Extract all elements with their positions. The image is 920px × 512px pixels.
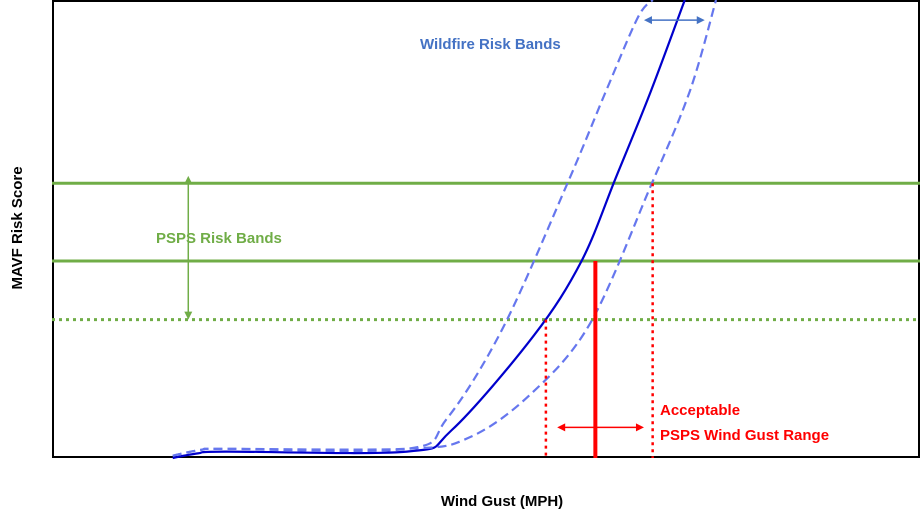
- plot-area: [52, 0, 920, 458]
- gust-range-arrow-head-left: [557, 423, 566, 432]
- acceptable-label: Acceptable: [660, 402, 740, 419]
- psps-risk-bands-label: PSPS Risk Bands: [156, 230, 282, 247]
- risk-curve-central: [172, 0, 686, 460]
- wildfire-band-arrow-head-left: [643, 16, 652, 25]
- chart-marks: [52, 0, 920, 460]
- psps-wind-gust-range-label: PSPS Wind Gust Range: [660, 427, 829, 444]
- y-axis-label: MAVF Risk Score: [9, 166, 26, 289]
- wildfire-band-arrow: [643, 16, 705, 25]
- risk-curve-lower: [172, 0, 718, 457]
- psps-band-arrow-head-top: [184, 175, 193, 184]
- wildfire-band-arrow-head-right: [696, 16, 705, 25]
- psps-band-arrow: [184, 175, 193, 320]
- psps-band-arrow-head-bottom: [184, 311, 193, 320]
- gust-range-arrow: [557, 423, 644, 432]
- x-axis-label: Wind Gust (MPH): [441, 493, 563, 510]
- plot-border: [52, 0, 920, 458]
- risk-curve-upper: [172, 0, 654, 457]
- gust-range-arrow-head-right: [635, 423, 644, 432]
- wildfire-risk-bands-label: Wildfire Risk Bands: [420, 36, 561, 53]
